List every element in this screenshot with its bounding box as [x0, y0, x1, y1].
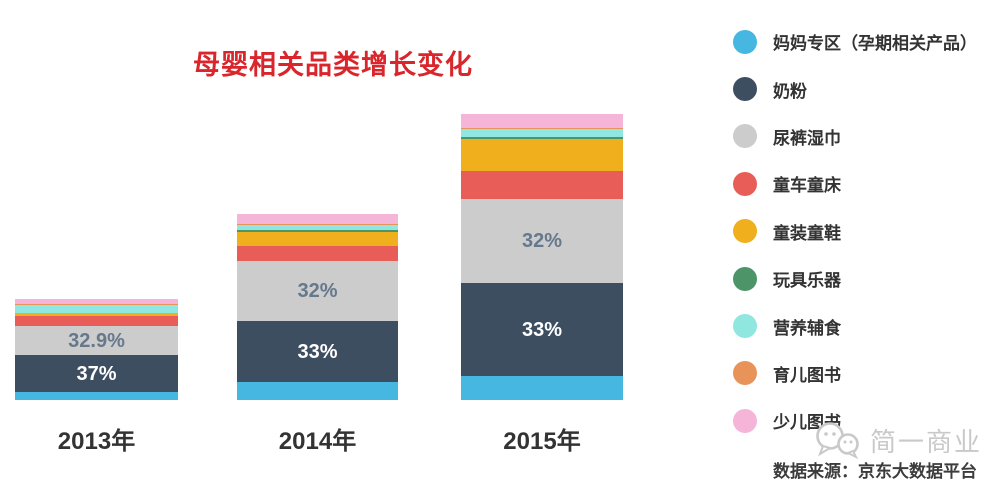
bar-segment: [15, 316, 178, 326]
bar-segment: [237, 246, 398, 261]
legend-item: 童车童床: [733, 160, 977, 207]
legend-color-dot: [733, 408, 757, 433]
legend-label: 童车童床: [773, 176, 841, 196]
bar-segment: [461, 139, 623, 171]
bar-segment: [461, 129, 623, 137]
stacked-bar-2015年: 32% 33%: [461, 114, 623, 400]
legend-label: 尿裤湿巾: [773, 128, 841, 148]
category-label: 2015年: [503, 428, 581, 455]
bar-segment: [237, 224, 398, 225]
bar-segment: 33%: [237, 321, 398, 382]
bar-segment: 32.9%: [15, 326, 178, 355]
segment-value-label: 32%: [521, 230, 563, 252]
legend-item: 童装童鞋: [733, 208, 977, 255]
legend-item: 玩具乐器: [733, 255, 977, 302]
legend-color-dot: [733, 124, 757, 149]
bar-segment: 32%: [461, 199, 623, 283]
category-label: 2014年: [278, 428, 357, 455]
bar-segment: [237, 230, 398, 232]
bar-segment: [15, 304, 178, 305]
legend-label: 营养辅食: [773, 318, 841, 338]
legend-label: 玩具乐器: [773, 271, 841, 291]
bar-segment: [237, 382, 398, 400]
legend-item: 尿裤湿巾: [733, 113, 977, 160]
legend-color-dot: [733, 266, 757, 291]
watermark-text: 简一商业: [870, 426, 983, 457]
legend-color-dot: [733, 219, 757, 244]
legend-label: 妈妈专区（孕期相关产品）: [773, 34, 977, 54]
bar-segment: [15, 299, 178, 304]
bar-segment: [237, 232, 398, 246]
legend-item: 育儿图书: [733, 350, 977, 397]
bar-segment: [15, 305, 178, 313]
data-source: 数据来源：京东大数据平台: [773, 462, 977, 481]
legend-color-dot: [733, 77, 757, 102]
category-label: 2013年: [57, 428, 136, 455]
bar-segment: [237, 214, 398, 224]
segment-value-label: 33%: [521, 318, 563, 341]
bar-segment: [15, 313, 178, 316]
legend-color-dot: [733, 361, 757, 386]
bar-segment: [15, 392, 178, 400]
bar-segment: 37%: [15, 355, 178, 392]
bar-segment: [461, 376, 623, 400]
stacked-bar-2013年: 32.9% 37%: [15, 299, 178, 400]
wechat-icon: [812, 420, 864, 460]
bar-segment: [237, 225, 398, 230]
bar-segment: [461, 114, 623, 128]
bar-segment: [461, 128, 623, 129]
bar-segment: [461, 171, 623, 199]
segment-value-label: 33%: [297, 340, 338, 363]
bar-segment: [461, 137, 623, 139]
watermark: 简一商业: [812, 420, 982, 460]
segment-value-label: 32%: [297, 280, 338, 302]
legend-label: 奶粉: [773, 81, 807, 101]
legend-item: 奶粉: [733, 65, 977, 112]
stacked-bar-2014年: 32% 33%: [237, 214, 398, 400]
legend-color-dot: [733, 171, 757, 196]
legend-item: 营养辅食: [733, 302, 977, 349]
segment-value-label: 32.9%: [68, 329, 125, 352]
legend-item: 妈妈专区（孕期相关产品）: [733, 18, 977, 65]
legend-color-dot: [733, 314, 757, 339]
legend-label: 育儿图书: [773, 365, 841, 385]
legend-color-dot: [733, 29, 757, 54]
bar-segment: 32%: [237, 261, 398, 321]
bar-segment: 33%: [461, 283, 623, 376]
legend-label: 童装童鞋: [773, 223, 841, 243]
segment-value-label: 37%: [76, 362, 117, 385]
chart-title: 母婴相关品类增长变化: [193, 50, 473, 80]
legend: 妈妈专区（孕期相关产品） 奶粉 尿裤湿巾 童车童床 童装童鞋 玩具乐器 营养辅食 育儿图书 少儿…: [733, 18, 977, 445]
